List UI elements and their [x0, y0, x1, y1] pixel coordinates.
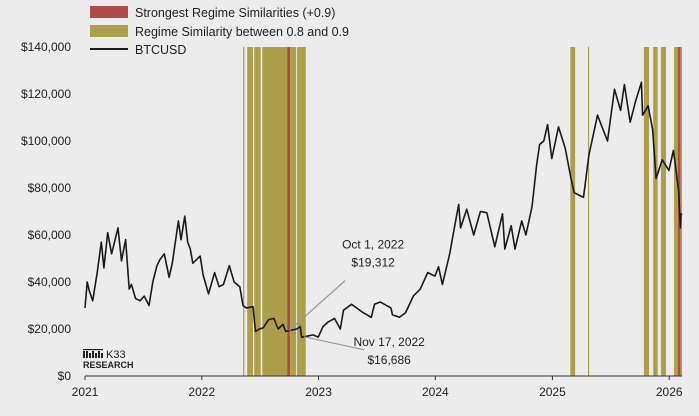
- legend-label-btcusd: BTCUSD: [135, 43, 186, 57]
- axes: 2021 2022 2023 2024 2025 2026 $0 $20,000 $40,00…: [21, 40, 683, 399]
- legend-swatch-mid: [90, 25, 128, 37]
- logo-subtext: RESEARCH: [83, 360, 134, 370]
- annotation-0-line-0: Oct 1, 2022: [342, 238, 404, 252]
- x-tick-label-2024: 2024: [422, 385, 449, 399]
- regime-bands: [243, 47, 682, 376]
- regime-band-mid-11: [660, 47, 667, 376]
- k33-research-logo: K33 RESEARCH: [83, 349, 134, 370]
- legend-label-strong: Strongest Regime Similarities (+0.9): [135, 6, 335, 20]
- y-tick-label-80000: $80,000: [28, 181, 72, 195]
- logo-text: K33: [106, 349, 126, 361]
- y-tick-label-100000: $100,000: [21, 134, 71, 148]
- regime-band-mid-8: [587, 47, 590, 376]
- annotation-0-line-1: $19,312: [351, 256, 395, 270]
- x-tick-label-2025: 2025: [539, 385, 566, 399]
- y-tick-label-40000: $40,000: [28, 275, 72, 289]
- regime-band-mid-2: [254, 47, 261, 376]
- y-axis-ticks: $0 $20,000 $40,000 $60,000 $80,000 $100,000 $1…: [21, 40, 71, 383]
- annotations: Oct 1, 2022 $19,312 Nov 17, 2022 $16,686: [288, 238, 425, 367]
- annotation-1-line-1: $16,686: [367, 353, 411, 367]
- y-tick-label-120000: $120,000: [21, 87, 71, 101]
- regime-band-mid-7: [570, 47, 576, 376]
- k33-logo-icon: [83, 349, 103, 358]
- series-line-btcusd: [84, 81, 683, 338]
- x-axis-ticks: 2021 2022 2023 2024 2025 2026: [72, 376, 683, 399]
- regime-band-strong-4: [287, 47, 291, 376]
- annotation-leader-0: [288, 280, 346, 332]
- annotation-1-line-0: Nov 17, 2022: [353, 335, 425, 349]
- x-tick-label-2022: 2022: [188, 385, 215, 399]
- regime-band-mid-12: [674, 47, 678, 376]
- legend-label-mid: Regime Similarity between 0.8 and 0.9: [135, 25, 349, 39]
- regime-band-mid-0: [243, 47, 245, 376]
- y-tick-label-20000: $20,000: [28, 322, 72, 336]
- legend-swatch-strong: [90, 6, 128, 18]
- regime-band-mid-5: [290, 47, 297, 376]
- regime-band-mid-6: [297, 47, 306, 376]
- x-tick-label-2021: 2021: [72, 385, 99, 399]
- legend: Strongest Regime Similarities (+0.9) Reg…: [90, 6, 349, 57]
- regime-band-mid-1: [247, 47, 253, 376]
- regime-band-mid-9: [643, 47, 650, 376]
- y-tick-label-140000: $140,000: [21, 40, 71, 54]
- x-tick-label-2026: 2026: [656, 385, 683, 399]
- y-tick-label-60000: $60,000: [28, 228, 72, 242]
- y-tick-label-0: $0: [58, 369, 72, 383]
- annotation-leader-1: [304, 336, 365, 351]
- regime-band-mid-14: [680, 47, 682, 376]
- x-tick-label-2023: 2023: [305, 385, 332, 399]
- regime-band-mid-10: [653, 47, 658, 376]
